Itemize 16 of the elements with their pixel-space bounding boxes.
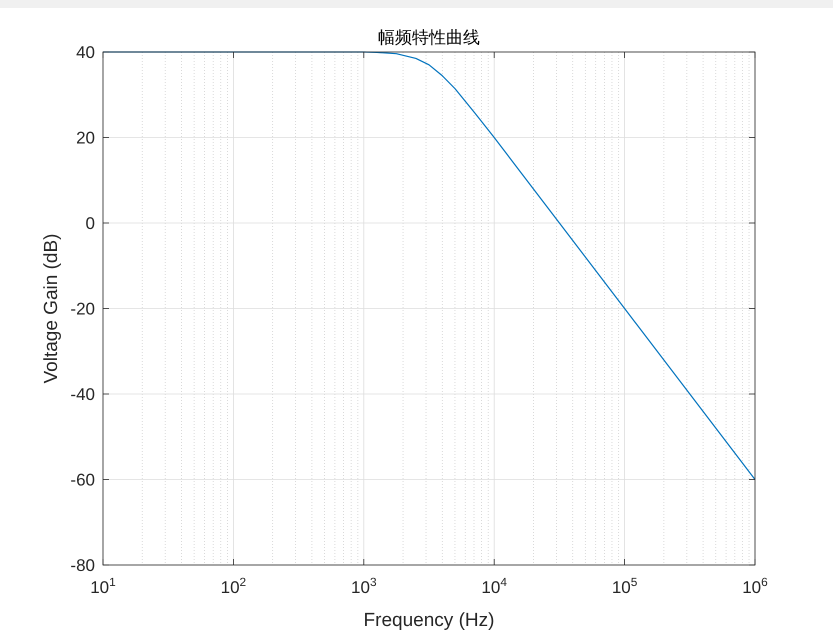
x-tick-label: 10$^{1}$ [90, 575, 116, 597]
y-tick-label: -20 [70, 300, 95, 318]
x-tick-label: 10$^{4}$ [481, 575, 508, 597]
y-tick-label: -80 [70, 556, 95, 575]
y-axis-title: Voltage Gain (dB) [41, 234, 62, 384]
x-tick-label: 10$^{6}$ [742, 575, 768, 597]
y-tick-label: -60 [70, 470, 95, 490]
y-tick-label: 0 [86, 214, 95, 233]
y-tick-label: 20 [76, 128, 95, 148]
x-tick-label: 10$^{2}$ [220, 575, 247, 597]
y-tick-label: -40 [70, 385, 95, 404]
chart-title: 幅频特性曲线 [378, 28, 480, 47]
x-axis-title: Frequency (Hz) [364, 610, 494, 631]
x-tick-label: 10$^{5}$ [612, 575, 638, 597]
y-tick-label: 40 [76, 43, 95, 62]
x-tick-label: 10$^{3}$ [351, 575, 377, 597]
